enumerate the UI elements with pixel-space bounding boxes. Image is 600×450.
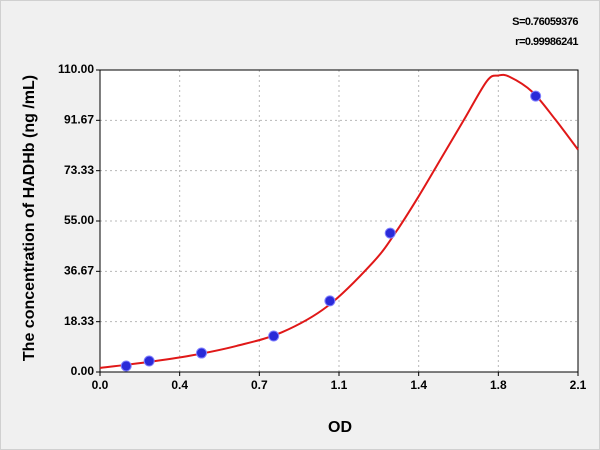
- data-point: [143, 355, 155, 367]
- x-axis-label: OD: [328, 419, 352, 436]
- data-point: [120, 360, 132, 372]
- data-point: [324, 295, 336, 307]
- y-axis-label: The concentration of HADHb (ng /mL): [21, 75, 38, 361]
- x-tick-label: 1.1: [331, 378, 348, 392]
- y-tick-label: 73.33: [64, 163, 94, 177]
- y-tick-label: 0.00: [71, 364, 95, 378]
- data-point: [268, 330, 280, 342]
- y-tick-label: 55.00: [64, 213, 94, 227]
- y-tick-label: 36.67: [64, 263, 94, 277]
- x-tick-label: 1.4: [410, 378, 427, 392]
- x-tick-label: 2.1: [570, 378, 587, 392]
- y-tick-label: 110.00: [58, 62, 94, 76]
- y-tick-label: 18.33: [64, 314, 94, 328]
- data-point: [196, 347, 208, 359]
- x-tick-label: 1.8: [490, 378, 507, 392]
- x-tick-label: 0.0: [92, 378, 109, 392]
- annotation: r=0.99986241: [515, 36, 578, 48]
- plot-frame: [99, 69, 579, 373]
- data-point: [530, 90, 542, 102]
- x-tick-label: 0.7: [251, 378, 268, 392]
- data-point: [384, 227, 396, 239]
- fit-curve: [99, 73, 579, 369]
- x-tick-label: 0.4: [171, 378, 188, 392]
- annotation: S=0.76059376: [512, 16, 578, 28]
- y-tick-label: 91.67: [64, 112, 94, 126]
